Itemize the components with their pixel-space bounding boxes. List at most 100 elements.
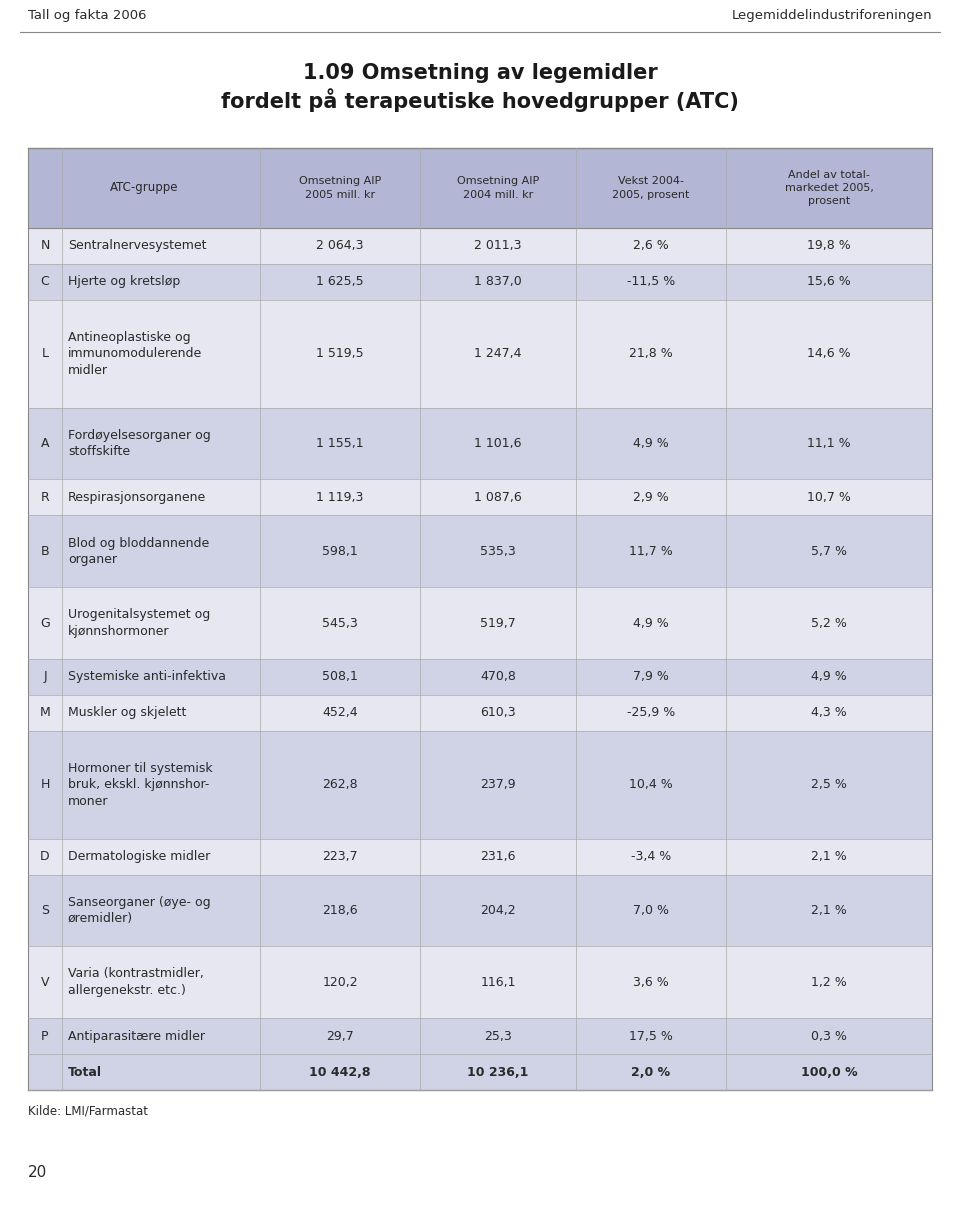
- Text: L: L: [41, 347, 49, 360]
- Text: 2,0 %: 2,0 %: [632, 1065, 671, 1078]
- Text: 20: 20: [28, 1164, 47, 1180]
- Text: 1 625,5: 1 625,5: [316, 275, 364, 289]
- Bar: [28, 300, 932, 408]
- Text: Total: Total: [68, 1065, 102, 1078]
- Text: 7,9 %: 7,9 %: [633, 671, 669, 683]
- Text: G: G: [40, 616, 50, 630]
- Text: 1 119,3: 1 119,3: [316, 491, 364, 503]
- Text: 535,3: 535,3: [480, 545, 516, 558]
- Text: Vekst 2004-
2005, prosent: Vekst 2004- 2005, prosent: [612, 176, 689, 200]
- Text: Systemiske anti-infektiva: Systemiske anti-infektiva: [68, 671, 226, 683]
- Text: S: S: [41, 904, 49, 917]
- Text: 2,9 %: 2,9 %: [634, 491, 669, 503]
- Text: 21,8 %: 21,8 %: [629, 347, 673, 360]
- Text: P: P: [41, 1030, 49, 1043]
- Text: 100,0 %: 100,0 %: [801, 1065, 857, 1078]
- Bar: [28, 875, 932, 946]
- Text: Hjerte og kretsløp: Hjerte og kretsløp: [68, 275, 180, 289]
- Text: R: R: [40, 491, 49, 503]
- Text: 545,3: 545,3: [323, 616, 358, 630]
- Text: 15,6 %: 15,6 %: [807, 275, 851, 289]
- Bar: [28, 946, 932, 1018]
- Text: 29,7: 29,7: [326, 1030, 354, 1043]
- Text: 7,0 %: 7,0 %: [633, 904, 669, 917]
- Text: 519,7: 519,7: [480, 616, 516, 630]
- Bar: [28, 838, 932, 875]
- Text: 2 064,3: 2 064,3: [316, 239, 364, 252]
- Text: 218,6: 218,6: [323, 904, 358, 917]
- Text: 11,1 %: 11,1 %: [807, 437, 851, 450]
- Text: 2,6 %: 2,6 %: [634, 239, 669, 252]
- Bar: [28, 264, 932, 300]
- Text: 3,6 %: 3,6 %: [634, 975, 669, 989]
- Text: Omsetning AIP
2005 mill. kr: Omsetning AIP 2005 mill. kr: [299, 176, 381, 200]
- Bar: [28, 479, 932, 516]
- Text: 4,9 %: 4,9 %: [634, 616, 669, 630]
- Bar: [28, 695, 932, 731]
- Bar: [28, 659, 932, 695]
- Text: 2 011,3: 2 011,3: [474, 239, 521, 252]
- Text: 262,8: 262,8: [323, 779, 358, 791]
- Text: A: A: [40, 437, 49, 450]
- Text: V: V: [40, 975, 49, 989]
- Text: 598,1: 598,1: [323, 545, 358, 558]
- Text: 237,9: 237,9: [480, 779, 516, 791]
- Text: 231,6: 231,6: [480, 850, 516, 862]
- Bar: [28, 1054, 932, 1090]
- Text: 14,6 %: 14,6 %: [807, 347, 851, 360]
- Text: 10,7 %: 10,7 %: [807, 491, 851, 503]
- Text: 120,2: 120,2: [323, 975, 358, 989]
- Bar: [28, 587, 932, 659]
- Text: J: J: [43, 671, 47, 683]
- Text: 25,3: 25,3: [484, 1030, 512, 1043]
- Text: Andel av total-
markedet 2005,
prosent: Andel av total- markedet 2005, prosent: [784, 170, 874, 206]
- Text: N: N: [40, 239, 50, 252]
- Text: 1 087,6: 1 087,6: [474, 491, 522, 503]
- Text: Hormoner til systemisk
bruk, ekskl. kjønnshor-
moner: Hormoner til systemisk bruk, ekskl. kjøn…: [68, 762, 212, 808]
- Bar: [28, 228, 932, 264]
- Text: 1 519,5: 1 519,5: [316, 347, 364, 360]
- Text: 452,4: 452,4: [323, 706, 358, 719]
- Text: 116,1: 116,1: [480, 975, 516, 989]
- Text: 1 837,0: 1 837,0: [474, 275, 522, 289]
- Text: 1.09 Omsetning av legemidler: 1.09 Omsetning av legemidler: [302, 63, 658, 82]
- Text: Omsetning AIP
2004 mill. kr: Omsetning AIP 2004 mill. kr: [457, 176, 540, 200]
- Text: Antineoplastiske og
immunomodulerende
midler: Antineoplastiske og immunomodulerende mi…: [68, 331, 203, 377]
- Text: -11,5 %: -11,5 %: [627, 275, 675, 289]
- Text: 1 101,6: 1 101,6: [474, 437, 521, 450]
- Text: 10 236,1: 10 236,1: [468, 1065, 529, 1078]
- Text: 17,5 %: 17,5 %: [629, 1030, 673, 1043]
- Text: Varia (kontrastmidler,
allergenekstr. etc.): Varia (kontrastmidler, allergenekstr. et…: [68, 968, 204, 997]
- Bar: [28, 731, 932, 838]
- Text: Urogenitalsystemet og
kjønnshormoner: Urogenitalsystemet og kjønnshormoner: [68, 609, 210, 638]
- Text: Blod og bloddannende
organer: Blod og bloddannende organer: [68, 536, 209, 566]
- Text: 5,2 %: 5,2 %: [811, 616, 847, 630]
- Text: 4,3 %: 4,3 %: [811, 706, 847, 719]
- Text: Legemiddelindustriforeningen: Legemiddelindustriforeningen: [732, 8, 932, 22]
- Text: M: M: [39, 706, 50, 719]
- Text: 10,4 %: 10,4 %: [629, 779, 673, 791]
- Text: 4,9 %: 4,9 %: [811, 671, 847, 683]
- Text: -3,4 %: -3,4 %: [631, 850, 671, 862]
- Text: fordelt på terapeutiske hovedgrupper (ATC): fordelt på terapeutiske hovedgrupper (AT…: [221, 89, 739, 112]
- Text: 5,7 %: 5,7 %: [811, 545, 847, 558]
- Text: Antiparasitære midler: Antiparasitære midler: [68, 1030, 205, 1043]
- Bar: [28, 516, 932, 587]
- Text: 11,7 %: 11,7 %: [629, 545, 673, 558]
- Bar: [28, 148, 932, 228]
- Text: 0,3 %: 0,3 %: [811, 1030, 847, 1043]
- Text: 19,8 %: 19,8 %: [807, 239, 851, 252]
- Text: Fordøyelsesorganer og
stoffskifte: Fordøyelsesorganer og stoffskifte: [68, 428, 211, 459]
- Text: Sentralnervesystemet: Sentralnervesystemet: [68, 239, 206, 252]
- Text: C: C: [40, 275, 49, 289]
- Text: Kilde: LMI/Farmastat: Kilde: LMI/Farmastat: [28, 1105, 148, 1118]
- Text: 4,9 %: 4,9 %: [634, 437, 669, 450]
- Text: 204,2: 204,2: [480, 904, 516, 917]
- Text: H: H: [40, 779, 50, 791]
- Text: Muskler og skjelett: Muskler og skjelett: [68, 706, 186, 719]
- Text: Sanseorganer (øye- og
øremidler): Sanseorganer (øye- og øremidler): [68, 895, 210, 926]
- Text: D: D: [40, 850, 50, 862]
- Bar: [28, 408, 932, 479]
- Text: Dermatologiske midler: Dermatologiske midler: [68, 850, 210, 862]
- Text: Tall og fakta 2006: Tall og fakta 2006: [28, 8, 147, 22]
